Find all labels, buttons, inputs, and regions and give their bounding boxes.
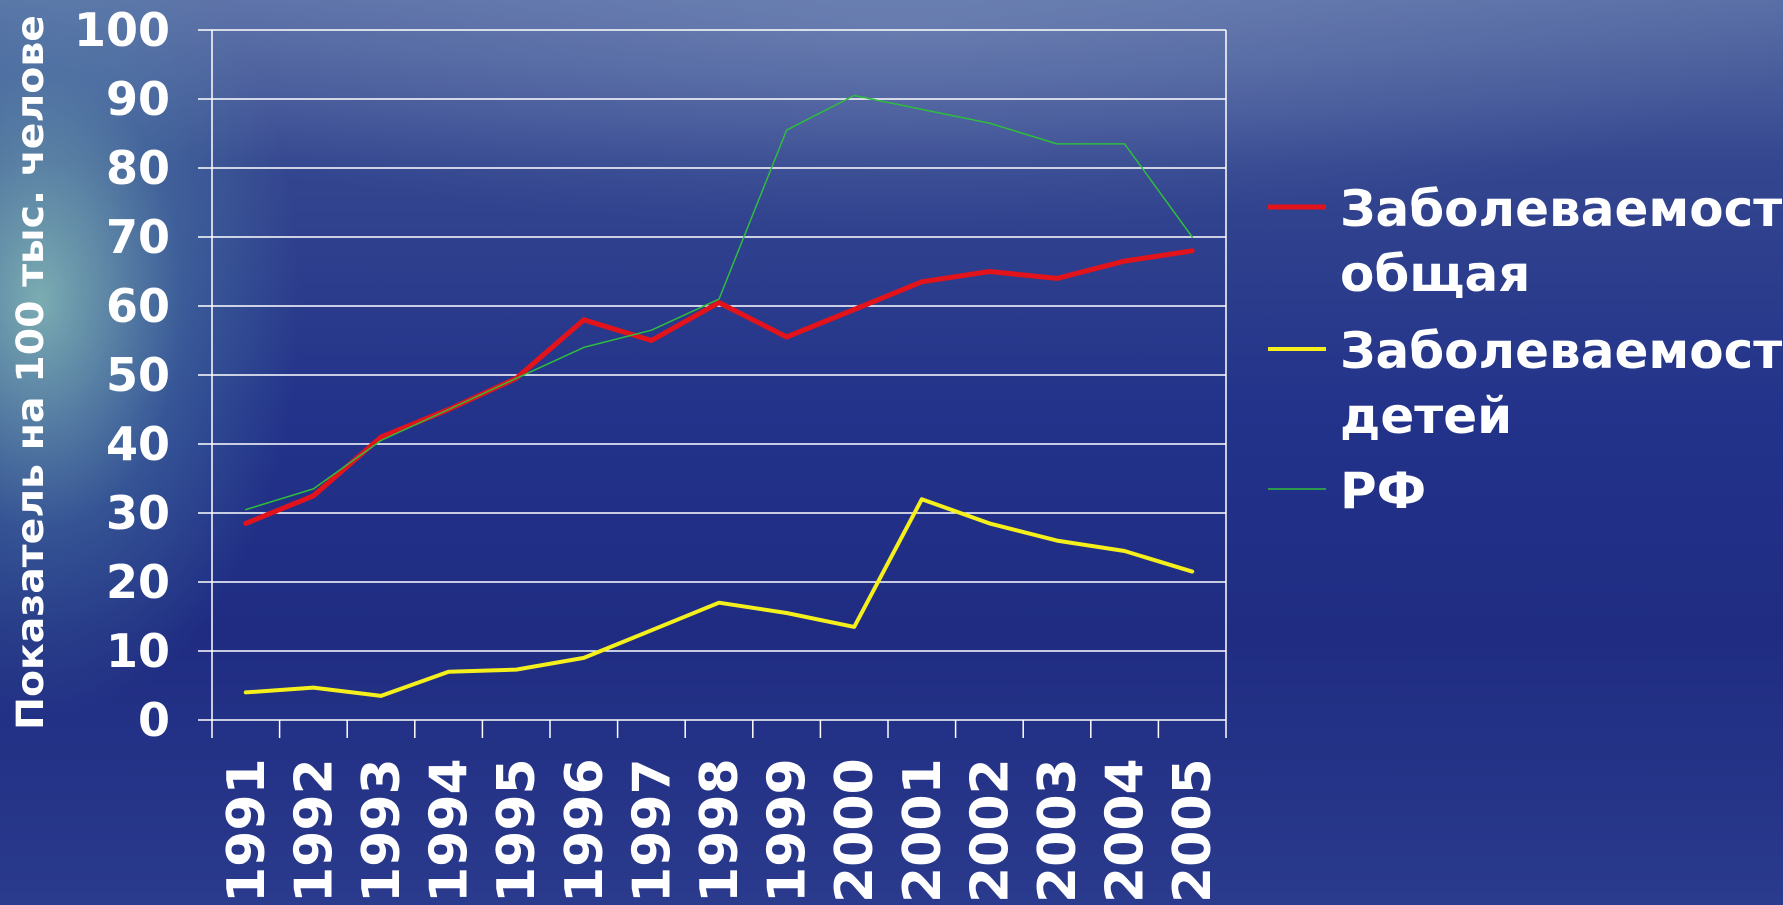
legend-label: Заболеваемость — [1340, 322, 1783, 380]
legend-label: Заболеваемость — [1340, 180, 1783, 238]
series-line — [243, 497, 1195, 698]
axes — [198, 29, 1227, 738]
x-tick-label: 1996 — [555, 758, 615, 903]
y-tick-label: 100 — [74, 3, 170, 57]
x-tick-label: 1992 — [284, 758, 344, 903]
legend-label: детей — [1340, 387, 1512, 445]
x-tick-label: 2001 — [893, 758, 953, 903]
y-tick-label: 80 — [106, 141, 170, 195]
y-tick-label: 70 — [106, 210, 170, 264]
legend-label: общая — [1340, 245, 1530, 303]
x-tick-label: 1999 — [758, 758, 818, 903]
x-tick-labels: 1991 1992 1993 1994 1995 1996 1997 1998 1999 2000… — [217, 758, 1223, 903]
x-tick-label: 2004 — [1096, 758, 1156, 903]
y-tick-label: 20 — [106, 555, 170, 609]
legend-label: РФ — [1340, 462, 1426, 520]
y-tick-label: 10 — [106, 624, 170, 678]
grid-lines — [212, 29, 1226, 652]
y-tick-label: 60 — [106, 279, 170, 333]
y-axis-label: Показатель на 100 тыс. челове — [9, 15, 52, 730]
series-lines — [243, 94, 1195, 698]
x-tick-label: 2005 — [1163, 758, 1223, 903]
x-tick-label: 2002 — [960, 758, 1020, 903]
x-tick-label: 1993 — [352, 758, 412, 903]
series-line — [243, 248, 1195, 526]
y-tick-label: 90 — [106, 72, 170, 126]
y-tick-label: 30 — [106, 486, 170, 540]
y-tick-label: 0 — [138, 693, 170, 747]
x-tick-label: 1995 — [487, 758, 547, 903]
x-tick-label: 1998 — [690, 758, 750, 903]
x-tick-label: 1997 — [622, 758, 682, 903]
legend: Заболеваемость общая Заболеваемость детей РФ — [1268, 180, 1783, 520]
series-line — [245, 94, 1193, 511]
x-tick-label: 2003 — [1028, 758, 1088, 903]
x-tick-label: 2000 — [825, 758, 885, 903]
x-tick-label: 1994 — [420, 758, 480, 903]
y-tick-label: 40 — [106, 417, 170, 471]
x-tick-label: 1991 — [217, 758, 277, 903]
y-tick-label: 50 — [106, 348, 170, 402]
y-tick-labels: 0 10 20 30 40 50 60 70 80 90 100 — [74, 3, 170, 747]
